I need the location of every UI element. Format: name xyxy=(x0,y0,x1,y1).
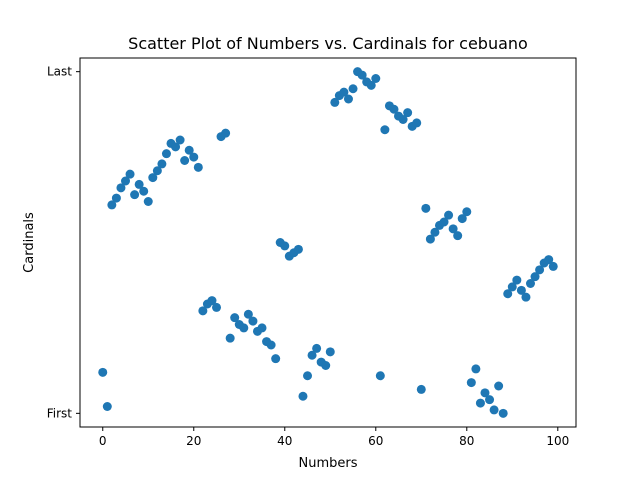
x-tick-label: 60 xyxy=(368,434,383,448)
data-point xyxy=(375,371,385,381)
data-point xyxy=(303,371,313,381)
data-point xyxy=(243,309,253,319)
data-point xyxy=(412,118,422,128)
data-point xyxy=(184,145,194,155)
data-point xyxy=(307,350,317,360)
y-tick-label: Last xyxy=(47,65,72,79)
data-point xyxy=(357,70,367,80)
data-point xyxy=(239,323,249,333)
data-point xyxy=(453,231,463,241)
data-point xyxy=(507,282,517,292)
data-point xyxy=(439,217,449,227)
data-point xyxy=(466,378,476,388)
x-tick-label: 40 xyxy=(277,434,292,448)
data-point xyxy=(430,227,440,237)
data-point xyxy=(180,156,190,165)
data-point xyxy=(125,169,135,179)
data-point xyxy=(98,367,108,377)
data-point xyxy=(280,241,290,251)
data-point xyxy=(494,381,504,391)
x-axis: 0 20 40 60 80 100 xyxy=(99,427,569,448)
data-point xyxy=(161,149,171,159)
data-point xyxy=(198,306,208,316)
data-point xyxy=(489,405,499,415)
data-point xyxy=(325,347,335,357)
data-point xyxy=(152,166,162,176)
data-point xyxy=(143,197,153,206)
data-point xyxy=(343,94,353,104)
data-point xyxy=(380,125,390,135)
data-point xyxy=(403,108,413,118)
data-point xyxy=(148,173,158,183)
data-point xyxy=(175,135,185,145)
data-point xyxy=(221,128,231,138)
data-point xyxy=(485,395,495,405)
data-point xyxy=(130,190,140,200)
data-point xyxy=(416,384,426,394)
x-tick-label: 0 xyxy=(99,434,107,448)
data-point xyxy=(157,159,167,169)
data-point xyxy=(503,289,513,299)
data-point xyxy=(171,142,181,152)
data-point xyxy=(535,265,545,275)
data-point xyxy=(457,214,467,224)
data-point xyxy=(212,302,222,312)
data-point xyxy=(462,207,472,217)
data-point xyxy=(257,323,267,333)
data-point xyxy=(312,343,322,353)
data-point xyxy=(266,340,276,350)
data-point xyxy=(544,255,554,265)
data-point xyxy=(102,402,112,411)
data-point xyxy=(371,74,381,83)
x-tick-label: 100 xyxy=(546,434,569,448)
x-tick-label: 20 xyxy=(186,434,201,448)
data-point xyxy=(425,234,435,244)
data-point xyxy=(207,296,217,306)
data-point xyxy=(448,224,458,234)
data-point xyxy=(525,279,535,288)
data-point xyxy=(298,391,308,401)
data-point xyxy=(189,152,199,162)
data-points xyxy=(98,67,558,418)
data-point xyxy=(530,272,540,282)
data-point xyxy=(516,285,526,295)
data-point xyxy=(475,398,485,408)
y-tick-label: First xyxy=(47,406,73,420)
data-point xyxy=(512,275,522,285)
data-point xyxy=(107,200,117,210)
y-axis: First Last xyxy=(47,65,80,420)
data-point xyxy=(348,84,358,94)
data-point xyxy=(548,261,558,271)
data-point xyxy=(248,316,258,326)
y-axis-label: Cardinals xyxy=(22,212,37,273)
data-point xyxy=(193,162,203,172)
data-point xyxy=(321,361,331,370)
data-point xyxy=(471,364,481,374)
data-point xyxy=(111,193,121,203)
plot-frame xyxy=(79,57,577,428)
data-point xyxy=(366,80,376,90)
data-point xyxy=(521,292,531,302)
x-axis-label: Numbers xyxy=(299,456,358,471)
data-point xyxy=(230,313,240,323)
data-point xyxy=(480,388,490,398)
chart-title: Scatter Plot of Numbers vs. Cardinals fo… xyxy=(128,34,528,53)
data-point xyxy=(421,203,431,213)
data-point xyxy=(398,115,408,124)
data-point xyxy=(139,186,149,196)
data-point xyxy=(271,354,281,364)
data-point xyxy=(444,210,454,220)
data-point xyxy=(116,183,126,193)
data-point xyxy=(134,179,144,189)
data-point xyxy=(498,408,508,418)
data-point xyxy=(121,176,131,186)
data-point xyxy=(330,97,340,107)
data-point xyxy=(293,244,303,254)
data-point xyxy=(339,87,349,97)
data-point xyxy=(225,333,235,343)
data-point xyxy=(389,104,399,114)
x-tick-label: 80 xyxy=(459,434,474,448)
